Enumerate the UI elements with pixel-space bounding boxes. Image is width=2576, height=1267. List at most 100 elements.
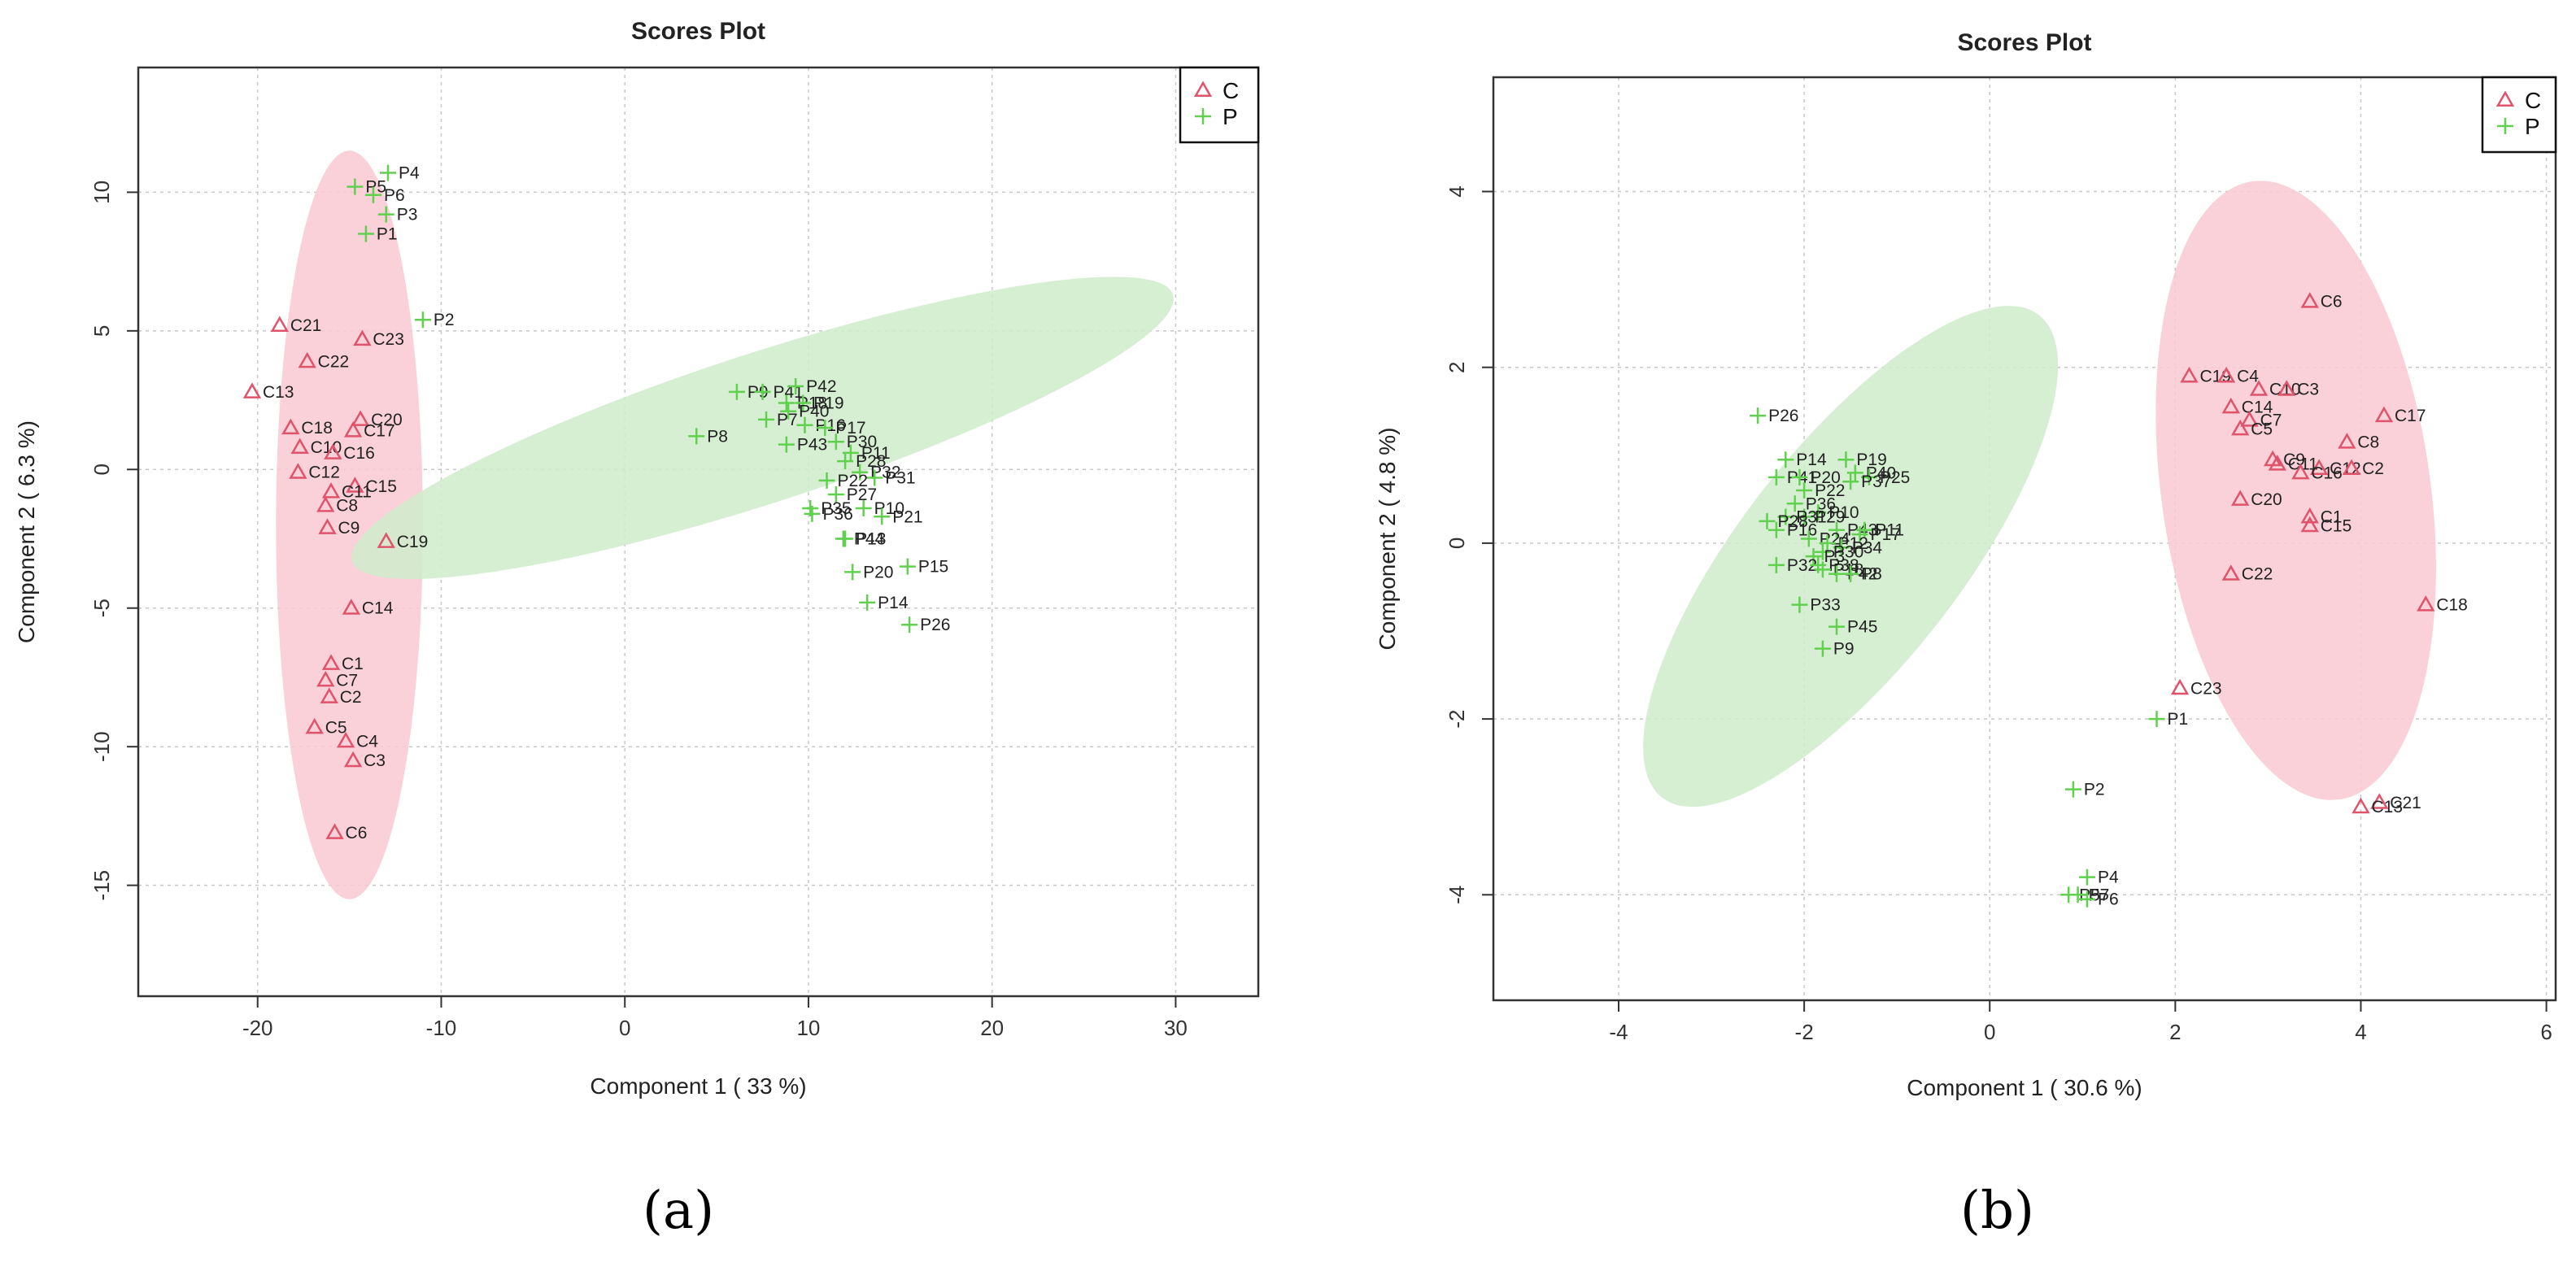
legend-label-C: C	[2525, 88, 2541, 113]
point-label-P3: P3	[397, 206, 418, 224]
point-C18	[2417, 595, 2435, 612]
point-C11	[2268, 455, 2286, 471]
point-label-P36: P36	[1806, 494, 1836, 513]
point-P6	[364, 186, 381, 203]
point-C12	[289, 463, 307, 479]
point-label-C8: C8	[336, 497, 358, 516]
point-P22	[818, 472, 835, 489]
point-C10	[290, 438, 309, 455]
x-axis-label-a: Component 1 ( 33 %)	[590, 1073, 806, 1099]
point-label-P15: P15	[918, 558, 948, 577]
chart-title-b: Scores Plot	[1957, 29, 2091, 56]
point-P9	[1814, 640, 1831, 657]
point-label-P20: P20	[863, 563, 893, 581]
point-P10	[855, 500, 872, 517]
point-C14	[2221, 397, 2240, 414]
legend-box-b	[2481, 76, 2557, 154]
point-P37	[1842, 473, 1859, 490]
legend-label-C: C	[1223, 78, 1239, 103]
x-tick-label: -4	[1609, 1020, 1628, 1044]
point-label-P9: P9	[1833, 640, 1855, 659]
point-label-C5: C5	[2251, 420, 2273, 438]
point-P27	[827, 485, 844, 503]
point-P4	[380, 164, 397, 181]
point-label-P35: P35	[821, 499, 851, 518]
ellipse-P	[351, 276, 1174, 580]
point-label-C8: C8	[2357, 433, 2379, 452]
point-label-C5: C5	[325, 718, 347, 737]
point-P18	[778, 394, 795, 411]
point-P10	[1810, 504, 1827, 521]
point-P34	[1833, 539, 1850, 556]
point-C16	[324, 443, 342, 459]
point-label-P14: P14	[1796, 451, 1827, 469]
plot-frame-b	[1492, 76, 2557, 1002]
point-C8	[316, 496, 335, 512]
point-P8	[1842, 565, 1859, 582]
point-label-C9: C9	[338, 519, 360, 538]
point-P15	[899, 558, 916, 575]
point-label-P37: P37	[1861, 472, 1891, 491]
point-label-C6: C6	[2321, 293, 2343, 311]
point-C3	[343, 751, 363, 768]
point-P31	[1777, 508, 1794, 525]
point-P4	[2078, 869, 2095, 886]
point-P7	[758, 411, 775, 428]
point-label-P1: P1	[2168, 710, 2189, 729]
point-label-P17: P17	[1871, 525, 1901, 544]
point-label-C6: C6	[346, 824, 368, 842]
point-label-P16: P16	[1787, 521, 1817, 540]
point-P1	[2148, 711, 2165, 728]
point-P40	[780, 403, 797, 420]
point-label-P40: P40	[799, 403, 829, 421]
point-P17	[1851, 526, 1868, 543]
point-label-P45: P45	[1847, 618, 1877, 637]
y-tick-label: 2	[1445, 361, 1469, 372]
point-label-P4: P4	[2098, 869, 2119, 887]
point-C9	[318, 518, 337, 534]
point-label-C10: C10	[311, 438, 342, 457]
point-P32	[852, 464, 869, 481]
point-label-C18: C18	[301, 419, 333, 438]
point-P25	[1860, 468, 1877, 485]
point-P1	[357, 225, 374, 242]
point-P42	[1828, 565, 1846, 582]
point-C22	[298, 351, 316, 368]
point-label-P31: P31	[885, 469, 915, 488]
x-tick-label: 30	[1164, 1016, 1188, 1040]
point-label-P11: P11	[861, 444, 891, 463]
point-label-C15: C15	[365, 477, 397, 496]
point-label-P18: P18	[797, 394, 827, 412]
point-label-P2: P2	[434, 311, 455, 329]
y-tick-label: 0	[89, 464, 114, 475]
point-C13	[242, 382, 262, 398]
point-label-C23: C23	[2190, 679, 2222, 698]
point-C15	[2300, 516, 2319, 533]
point-label-C1: C1	[2321, 507, 2343, 526]
y-tick-label: 5	[89, 325, 114, 337]
point-label-C7: C7	[2260, 411, 2282, 430]
point-label-P14: P14	[878, 594, 909, 612]
point-P8	[688, 428, 705, 445]
point-P28	[1759, 512, 1776, 529]
y-tick-label: -4	[1445, 886, 1469, 904]
point-C16	[2291, 463, 2310, 480]
point-P13	[837, 530, 854, 547]
point-P11	[842, 444, 859, 461]
point-label-C22: C22	[318, 352, 350, 371]
point-P30	[1814, 543, 1831, 560]
point-P43	[778, 436, 795, 453]
point-label-P11: P11	[1875, 521, 1904, 540]
point-label-C20: C20	[371, 411, 403, 429]
legend-symbol-P	[2497, 118, 2513, 134]
point-C12	[2309, 459, 2329, 476]
point-label-P27: P27	[847, 485, 877, 504]
point-P43	[1828, 521, 1846, 538]
x-tick-label: 10	[796, 1016, 820, 1040]
point-label-P28: P28	[856, 452, 886, 471]
point-P3	[377, 206, 394, 223]
y-tick-label: -2	[1445, 710, 1469, 729]
point-label-C12: C12	[308, 464, 340, 482]
point-label-C2: C2	[340, 688, 362, 707]
